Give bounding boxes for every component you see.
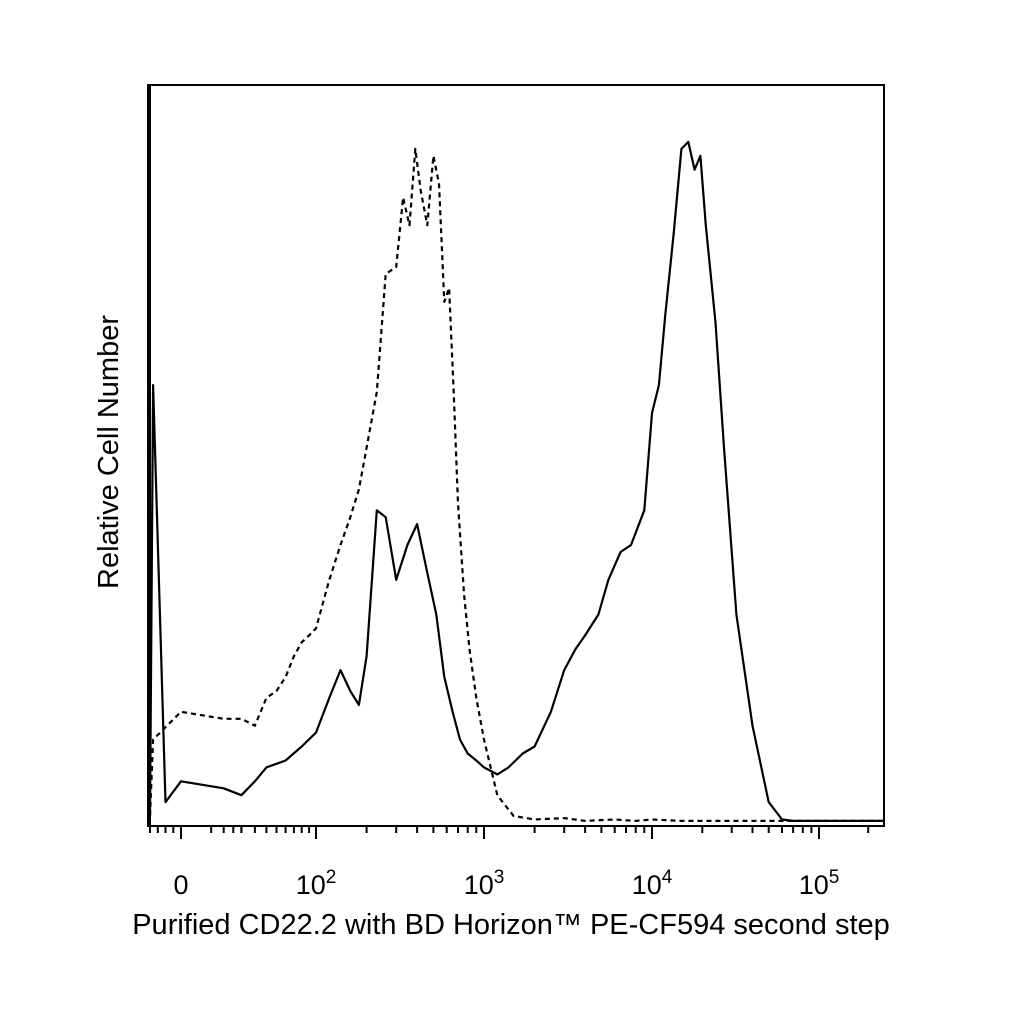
solid-histogram-line	[148, 140, 884, 822]
dashed-histogram-line	[148, 147, 884, 822]
x-axis-title: Purified CD22.2 with BD Horizon™ PE-CF59…	[132, 909, 890, 941]
plot-frame	[147, 84, 885, 827]
x-tick-label: 0	[173, 870, 188, 900]
series-layer	[148, 140, 884, 822]
x-axis-ticks	[149, 826, 870, 839]
x-axis-tick-labels: 0 102 103 104 105	[173, 867, 839, 900]
x-tick-label: 105	[799, 867, 840, 900]
x-tick-label: 102	[296, 867, 337, 900]
y-axis-title: Relative Cell Number	[93, 315, 125, 589]
x-tick-label: 104	[632, 867, 673, 900]
x-tick-label: 103	[464, 867, 505, 900]
